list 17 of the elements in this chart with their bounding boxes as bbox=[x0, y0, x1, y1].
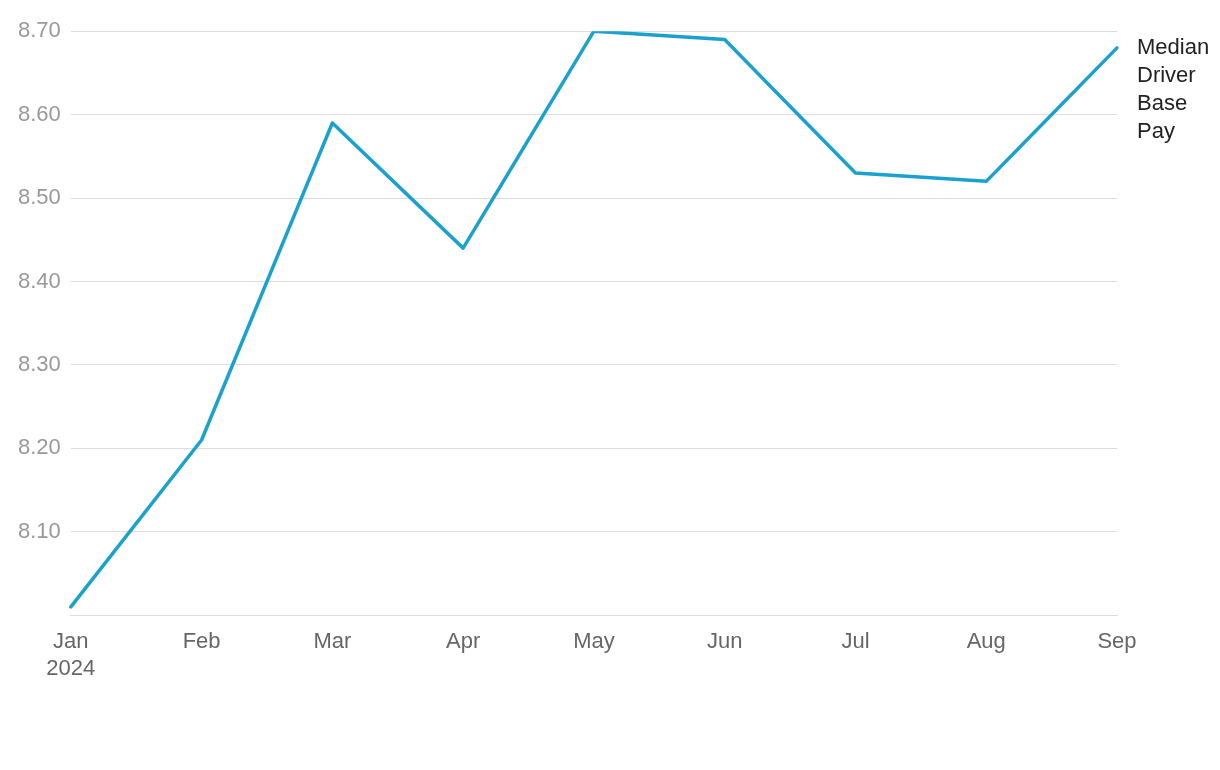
series-label: Median Driver Base Pay bbox=[1137, 33, 1210, 143]
y-tick-label: 8.60 bbox=[17, 100, 61, 126]
y-tick-label: 8.30 bbox=[17, 350, 61, 376]
x-tick-label: Aug bbox=[966, 628, 1006, 654]
x-tick-label: Mar bbox=[313, 628, 352, 654]
x-tick-label: Apr bbox=[446, 628, 481, 654]
y-tick-label: 8.50 bbox=[17, 184, 61, 210]
x-tick-label: Sep bbox=[1097, 628, 1137, 654]
y-tick-label: 8.70 bbox=[17, 17, 61, 43]
y-tick-label: 8.20 bbox=[17, 434, 61, 460]
x-tick-label: Jun bbox=[706, 628, 743, 654]
x-tick-label: Feb bbox=[182, 628, 221, 654]
y-tick-label: 8.10 bbox=[17, 517, 61, 543]
x-tick-label: May bbox=[573, 628, 615, 654]
x-tick-label: Jan 2024 bbox=[46, 628, 96, 680]
x-tick-label: Jul bbox=[841, 628, 870, 654]
y-tick-label: 8.40 bbox=[17, 267, 61, 293]
